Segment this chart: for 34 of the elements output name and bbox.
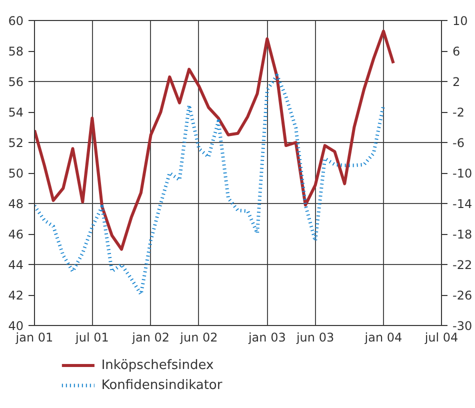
y-tick-label: 44 xyxy=(8,258,24,272)
y-tick-label: 56 xyxy=(8,75,24,89)
y-tick-label: 40 xyxy=(8,319,24,333)
y2-tick-label: -10 xyxy=(452,166,472,180)
line-series xyxy=(34,30,395,251)
x-tick-label: jan 02 xyxy=(131,330,170,344)
x-tick-label: jul 04 xyxy=(424,330,458,344)
x-tick-label: jan 04 xyxy=(364,330,402,344)
x-tick-label: jun 02 xyxy=(179,330,218,344)
y-tick-label: 54 xyxy=(8,106,24,120)
y2-tick-label: -26 xyxy=(452,288,472,302)
y-tick-label: 42 xyxy=(8,288,24,302)
y-tick-label: 60 xyxy=(8,14,24,28)
y2-tick-label: 6 xyxy=(452,44,460,58)
y2-tick-label: -6 xyxy=(452,136,464,150)
legend-label: Konfidensindikator xyxy=(101,378,223,393)
y2-tick-label: -30 xyxy=(452,319,472,333)
y2-tick-label: -14 xyxy=(452,197,472,211)
y-tick-label: 46 xyxy=(8,228,24,242)
y-tick-label: 58 xyxy=(8,44,24,58)
y-tick-label: 48 xyxy=(8,197,24,211)
x-tick-label: jun 03 xyxy=(295,330,334,344)
y2-tick-label: 2 xyxy=(452,75,460,89)
y-tick-label: 52 xyxy=(8,136,24,150)
y2-tick-label: -2 xyxy=(452,106,464,120)
y2-tick-label: -18 xyxy=(452,228,472,242)
y2-tick-label: 10 xyxy=(452,14,468,28)
y-tick-label: 50 xyxy=(8,166,24,180)
x-tick-label: jan 03 xyxy=(247,330,286,344)
x-tick-label: jul 01 xyxy=(74,330,109,344)
x-tick-label: jan 01 xyxy=(14,330,54,344)
y2-tick-label: -22 xyxy=(452,258,472,272)
line-series xyxy=(34,74,386,296)
legend-label: Inköpschefsindex xyxy=(101,358,214,373)
